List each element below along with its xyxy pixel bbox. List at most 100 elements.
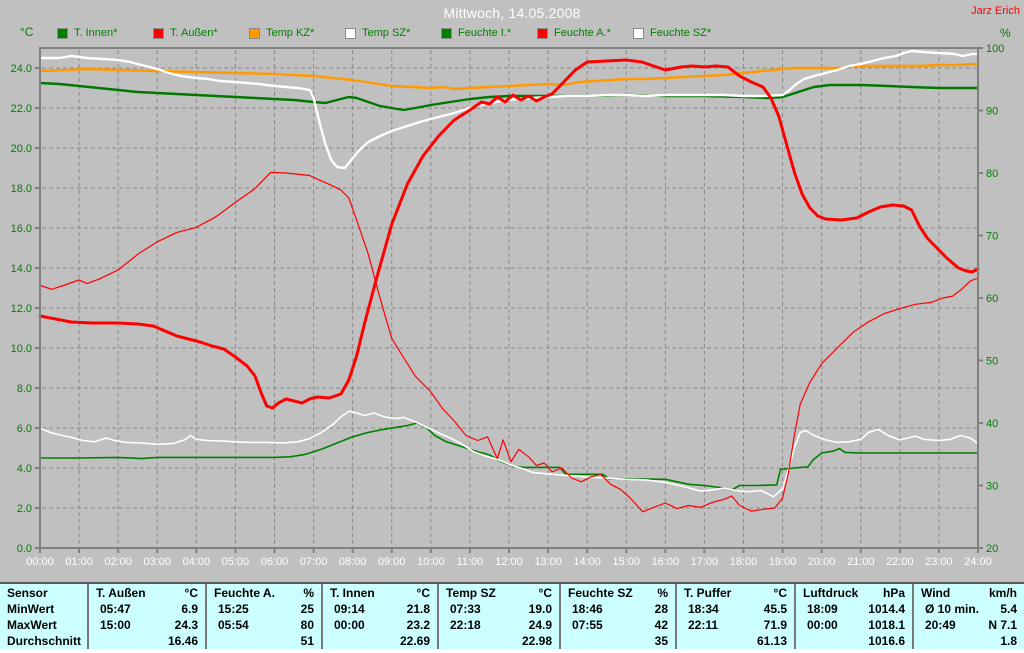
max-value: 24.3 xyxy=(174,618,198,632)
y-axis-left-label: 16.0 xyxy=(11,223,32,235)
x-axis-label: 07:00 xyxy=(300,556,328,568)
table-row-label-text: MaxWert xyxy=(7,618,57,632)
legend-label: T. Außen* xyxy=(170,27,218,39)
sensor-max-cell: 00:00 1018.1 xyxy=(796,617,912,633)
sensor-unit: % xyxy=(657,585,668,600)
x-axis-label: 13:00 xyxy=(534,556,562,568)
sensor-avg-cell: 61.13 xyxy=(677,633,794,649)
y-axis-left-label: 12.0 xyxy=(11,303,32,315)
legend-label: Feuchte A.* xyxy=(554,27,611,39)
sensor-avg-cell: 51 xyxy=(207,633,321,649)
table-row-label-text: Sensor xyxy=(7,585,48,600)
bottom-strip xyxy=(0,649,1024,653)
sensor-name: Feuchte SZ xyxy=(568,585,633,600)
sensor-min-cell: 09:14 21.8 xyxy=(323,601,437,617)
min-value: 1014.4 xyxy=(868,602,905,616)
legend-color-swatch-icon xyxy=(153,27,164,39)
y-axis-right-label: 40 xyxy=(986,418,998,430)
legend-color-swatch-icon xyxy=(249,27,260,39)
sensor-unit: °C xyxy=(416,585,430,600)
x-axis-label: 14:00 xyxy=(573,556,601,568)
sensor-name: T. Puffer xyxy=(684,585,732,600)
sensor-min-cell: 18:34 45.5 xyxy=(677,601,794,617)
min-time: Ø 10 min. xyxy=(925,602,980,616)
series-feuchte-a- xyxy=(39,171,979,513)
legend-color-swatch-icon xyxy=(345,27,356,39)
x-axis-label: 19:00 xyxy=(769,556,797,568)
table-sensor-column: Feuchte SZ% 18:46 28 07:55 42 35 xyxy=(559,584,675,649)
min-value: 25 xyxy=(300,602,314,616)
max-value: 71.9 xyxy=(763,618,787,632)
max-time: 15:00 xyxy=(100,618,131,632)
sensor-header-cell: Wind km/h xyxy=(914,584,1024,601)
y-axis-right-label: 60 xyxy=(986,293,998,305)
sensor-min-cell: 15:25 25 xyxy=(207,601,321,617)
y-axis-right-label: 70 xyxy=(986,231,998,243)
x-axis-label: 08:00 xyxy=(339,556,367,568)
sensor-header-cell: Temp SZ °C xyxy=(439,584,559,601)
legend-item: T. Außen* xyxy=(153,27,239,39)
sensor-unit: °C xyxy=(184,585,198,600)
sensor-unit: °C xyxy=(538,585,552,600)
x-axis-label: 21:00 xyxy=(847,556,875,568)
sensor-unit: km/h xyxy=(988,585,1017,600)
x-axis-label: 02:00 xyxy=(104,556,132,568)
table-row-label: MinWert xyxy=(0,601,87,617)
sensor-avg-cell: 1016.6 xyxy=(796,633,912,649)
max-value: N 7.1 xyxy=(988,618,1017,632)
y-axis-left-label: 8.0 xyxy=(17,383,32,395)
y-axis-right-label: 100 xyxy=(986,43,1004,55)
sensor-header-cell: T. Innen °C xyxy=(323,584,437,601)
avg-value: 1.8 xyxy=(1000,634,1017,648)
legend-label: Feuchte SZ* xyxy=(650,27,712,39)
sensor-avg-cell: 22.98 xyxy=(439,633,559,649)
x-axis-label: 00:00 xyxy=(26,556,54,568)
min-value: 6.9 xyxy=(181,602,198,616)
series-t-innen- xyxy=(38,81,980,112)
legend-color-swatch-icon xyxy=(441,27,452,39)
x-axis-label: 01:00 xyxy=(65,556,93,568)
sensor-header-cell: T. Außen °C xyxy=(89,584,205,601)
avg-value: 16.46 xyxy=(167,634,198,648)
legend-item: Temp KZ* xyxy=(249,27,335,39)
x-axis-label: 06:00 xyxy=(261,556,289,568)
y-axis-right-label: 30 xyxy=(986,481,998,493)
min-time: 18:34 xyxy=(688,602,719,616)
sensor-unit: % xyxy=(303,585,314,600)
sensor-unit: hPa xyxy=(882,585,905,600)
min-value: 5.4 xyxy=(1000,602,1017,616)
min-value: 45.5 xyxy=(763,602,787,616)
y-axis-right-label: 50 xyxy=(986,356,998,368)
sensor-min-cell: Ø 10 min. 5.4 xyxy=(914,601,1024,617)
y-axis-left-label: 18.0 xyxy=(11,183,32,195)
sensor-min-cell: 18:09 1014.4 xyxy=(796,601,912,617)
max-time: 20:49 xyxy=(925,618,956,632)
legend-item: T. Innen* xyxy=(57,27,143,39)
x-axis-label: 23:00 xyxy=(925,556,953,568)
table-sensor-column: Temp SZ °C 07:33 19.0 22:18 24.9 22.98 xyxy=(437,584,559,649)
sensor-name: Wind xyxy=(921,585,951,600)
min-value: 21.8 xyxy=(406,602,430,616)
table-sensor-column: Wind km/h Ø 10 min. 5.4 20:49 N 7.1 1.8 xyxy=(912,584,1024,649)
x-axis-label: 17:00 xyxy=(691,556,719,568)
table-sensor-column: Feuchte A.% 15:25 25 05:54 80 51 xyxy=(205,584,321,649)
chart-legend: T. Innen* T. Außen* Temp KZ* Temp SZ* Feucht… xyxy=(57,27,729,39)
sensor-name: Feuchte A. xyxy=(214,585,275,600)
x-axis-label: 12:00 xyxy=(495,556,523,568)
min-time: 09:14 xyxy=(334,602,365,616)
y-axis-left-label: 4.0 xyxy=(17,463,32,475)
max-value: 23.2 xyxy=(406,618,430,632)
table-row-label: Durchschnitt xyxy=(0,633,87,649)
sensor-max-cell: 20:49 N 7.1 xyxy=(914,617,1024,633)
y-axis-left-label: 22.0 xyxy=(11,103,32,115)
series-temp-kz- xyxy=(38,62,980,91)
max-time: 05:54 xyxy=(218,618,249,632)
sensor-name: T. Innen xyxy=(330,585,375,600)
legend-label: Temp KZ* xyxy=(266,27,315,39)
max-time: 22:11 xyxy=(688,618,719,632)
legend-label: T. Innen* xyxy=(74,27,118,39)
y-axis-left-label: 10.0 xyxy=(11,343,32,355)
y-axis-right-label: 90 xyxy=(986,106,998,118)
x-axis-label: 16:00 xyxy=(652,556,680,568)
sensor-max-cell: 07:55 42 xyxy=(561,617,675,633)
